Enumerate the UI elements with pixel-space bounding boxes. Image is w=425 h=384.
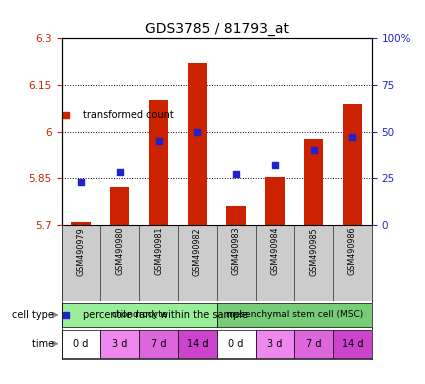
Text: 0 d: 0 d [74,339,89,349]
Text: 3 d: 3 d [112,339,128,349]
Text: GSM490984: GSM490984 [270,227,279,275]
Bar [149,101,168,225]
Text: GSM490982: GSM490982 [193,227,202,276]
Text: GSM490983: GSM490983 [232,227,241,275]
Bar [265,177,285,225]
Title: GDS3785 / 81793_at: GDS3785 / 81793_at [145,22,289,36]
Text: 0 d: 0 d [229,339,244,349]
Point [116,169,123,175]
Point [310,147,317,153]
Text: percentile rank within the sample: percentile rank within the sample [83,310,248,320]
Text: 7 d: 7 d [151,339,166,349]
Bar [62,329,100,358]
Bar [255,329,294,358]
Text: GSM490981: GSM490981 [154,227,163,275]
Text: GSM490980: GSM490980 [115,227,124,275]
Point [233,171,240,177]
Bar [139,329,178,358]
Text: time: time [32,339,57,349]
Bar [343,104,362,225]
Bar [217,303,372,327]
Bar [62,303,217,327]
Point [78,179,85,185]
Bar [100,329,139,358]
Point [155,138,162,144]
Bar [304,139,323,225]
Bar [217,329,255,358]
Text: 3 d: 3 d [267,339,283,349]
Text: transformed count: transformed count [83,110,174,120]
Bar [294,329,333,358]
Point [272,162,278,168]
Text: chondrocyte: chondrocyte [111,310,167,319]
Text: 14 d: 14 d [187,339,208,349]
Bar [227,206,246,225]
Bar [188,63,207,225]
Point [349,134,356,140]
Text: 14 d: 14 d [342,339,363,349]
Text: GSM490979: GSM490979 [76,227,85,276]
Bar [110,187,130,225]
Bar [333,329,372,358]
Text: GSM490985: GSM490985 [309,227,318,276]
Text: 7 d: 7 d [306,339,321,349]
Bar [178,329,217,358]
Text: GSM490986: GSM490986 [348,227,357,275]
Bar [71,222,91,225]
Point [194,128,201,135]
Text: mesenchymal stem cell (MSC): mesenchymal stem cell (MSC) [226,310,363,319]
Text: cell type: cell type [12,310,57,320]
